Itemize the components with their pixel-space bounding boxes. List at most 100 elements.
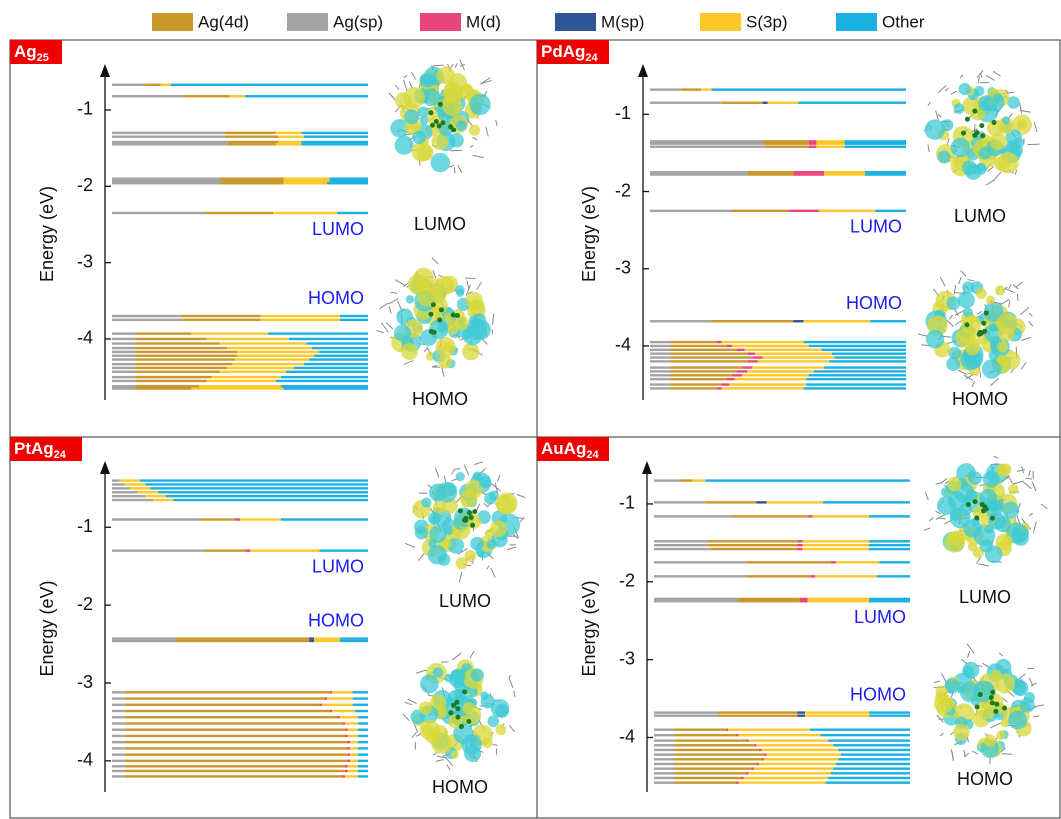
composition-segment bbox=[735, 781, 739, 784]
composition-segment bbox=[124, 483, 146, 486]
composition-segment bbox=[802, 543, 870, 547]
y-tick-label: -4 bbox=[615, 335, 631, 355]
composition-segment bbox=[152, 498, 174, 502]
composition-segment bbox=[654, 728, 675, 731]
energy-level bbox=[112, 549, 368, 552]
composition-segment bbox=[654, 515, 731, 518]
lobe bbox=[435, 337, 456, 358]
bond bbox=[394, 279, 405, 286]
composition-segment bbox=[150, 487, 368, 490]
atom bbox=[980, 133, 986, 139]
atom bbox=[1002, 705, 1008, 711]
composition-segment bbox=[654, 781, 675, 784]
composition-segment bbox=[748, 739, 829, 742]
composition-segment bbox=[112, 639, 176, 643]
y-tick-label: -2 bbox=[77, 175, 93, 195]
bond bbox=[428, 694, 434, 697]
energy-level bbox=[650, 145, 906, 148]
bond bbox=[946, 319, 954, 328]
composition-segment bbox=[112, 691, 125, 694]
lobe bbox=[983, 734, 997, 747]
atom bbox=[430, 302, 436, 308]
composition-segment bbox=[793, 320, 804, 323]
atom bbox=[470, 522, 476, 528]
bond bbox=[460, 63, 466, 67]
composition-segment bbox=[240, 518, 281, 521]
composition-segment bbox=[654, 600, 739, 603]
energy-level bbox=[654, 540, 910, 543]
composition-segment bbox=[275, 131, 302, 135]
composition-segment bbox=[357, 728, 368, 731]
y-tick-label: -2 bbox=[615, 180, 631, 200]
bond bbox=[490, 483, 501, 492]
composition-segment bbox=[735, 733, 739, 737]
bond bbox=[1023, 481, 1032, 490]
composition-segment bbox=[306, 342, 368, 345]
bond bbox=[980, 73, 983, 78]
composition-segment bbox=[805, 711, 870, 714]
composition-segment bbox=[670, 387, 717, 390]
bond bbox=[1012, 480, 1024, 485]
composition-segment bbox=[112, 354, 136, 357]
bond bbox=[491, 313, 495, 325]
composition-segment bbox=[304, 362, 368, 366]
energy-level bbox=[650, 142, 906, 145]
bond bbox=[451, 652, 462, 661]
legend-label: M(d) bbox=[466, 12, 501, 31]
composition-segment bbox=[821, 348, 906, 352]
energy-level bbox=[112, 494, 368, 498]
composition-segment bbox=[731, 344, 809, 348]
composition-segment bbox=[762, 142, 809, 145]
energy-level bbox=[112, 734, 368, 738]
composition-segment bbox=[145, 83, 161, 86]
composition-segment bbox=[342, 722, 345, 725]
composition-segment bbox=[721, 383, 730, 386]
lobe bbox=[962, 665, 974, 678]
bond bbox=[1008, 284, 1012, 290]
bond bbox=[436, 755, 447, 759]
composition-segment bbox=[112, 135, 225, 138]
atom bbox=[451, 127, 457, 133]
panel: PdAg24 Energy (eV) -1 -2 -3 -4 LUMO HOMO LUMO HOM… bbox=[537, 40, 1040, 409]
composition-segment bbox=[112, 358, 136, 361]
y-tick-label: -3 bbox=[615, 257, 631, 277]
lobe bbox=[488, 490, 499, 501]
composition-segment bbox=[674, 767, 752, 770]
composition-segment bbox=[711, 320, 794, 323]
composition-segment bbox=[831, 352, 906, 355]
bond bbox=[976, 310, 983, 315]
composition-segment bbox=[747, 171, 794, 174]
energy-level bbox=[112, 362, 368, 366]
energy-level bbox=[650, 340, 906, 344]
composition-segment bbox=[650, 366, 671, 369]
bond bbox=[457, 548, 468, 555]
lobe bbox=[965, 489, 978, 502]
bond bbox=[935, 510, 941, 515]
lumo-caption: LUMO bbox=[414, 214, 466, 234]
composition-segment bbox=[347, 740, 351, 744]
composition-segment bbox=[112, 709, 125, 713]
composition-segment bbox=[650, 101, 722, 104]
composition-segment bbox=[734, 377, 807, 381]
bond bbox=[1014, 169, 1018, 175]
composition-segment bbox=[654, 543, 708, 547]
bond bbox=[939, 277, 946, 287]
composition-segment bbox=[830, 772, 910, 775]
composition-segment bbox=[765, 145, 809, 148]
composition-segment bbox=[753, 744, 757, 747]
bond bbox=[992, 171, 1002, 182]
y-axis-label: Energy (eV) bbox=[37, 580, 57, 676]
homo-tag: HOMO bbox=[308, 610, 364, 630]
atom bbox=[466, 510, 472, 516]
composition-segment bbox=[654, 772, 675, 775]
lobe bbox=[443, 81, 463, 101]
composition-segment bbox=[758, 748, 762, 752]
bond bbox=[917, 333, 928, 337]
composition-segment bbox=[283, 179, 330, 183]
composition-segment bbox=[654, 711, 718, 714]
energy-level bbox=[112, 722, 368, 725]
composition-segment bbox=[280, 385, 368, 388]
composition-segment bbox=[112, 494, 146, 498]
composition-segment bbox=[879, 561, 910, 564]
energy-level bbox=[112, 498, 368, 502]
